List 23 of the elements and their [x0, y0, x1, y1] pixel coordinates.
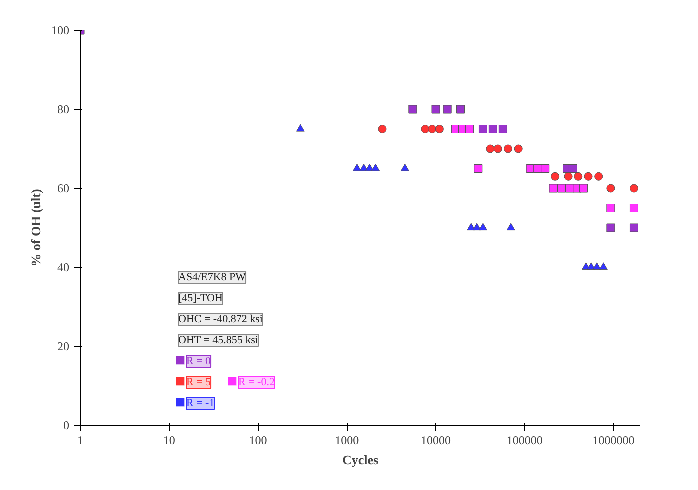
annotation: [45]-TOH: [178, 292, 223, 304]
x-tick-label: 100000: [506, 434, 543, 448]
annotation: AS4/E7K8 PW: [178, 272, 247, 284]
annotation: OHT = 45.855 ksi: [178, 334, 258, 346]
x-tick-label: 1: [78, 434, 84, 448]
y-tick-label: 20: [58, 340, 70, 354]
x-tick-label: 10: [163, 434, 176, 448]
y-tick-label: 0: [64, 418, 70, 432]
y-tick-label: 60: [58, 182, 70, 196]
x-axis-title: Cycles: [342, 452, 379, 468]
y-tick-label: 80: [58, 102, 70, 116]
y-axis-title: % of OH (ult): [28, 189, 44, 267]
x-tick-label: 10000: [420, 434, 451, 448]
y-tick-label: 40: [58, 260, 70, 274]
y-tick-label: 100: [52, 24, 70, 38]
annotation: OHC = -40.872 ksi: [178, 314, 263, 326]
legend-label: R = 5: [186, 376, 212, 388]
legend-label: R = 0: [186, 356, 212, 368]
x-tick-label: 1000000: [592, 434, 635, 448]
x-tick-label: 1000: [335, 434, 360, 448]
legend-label: R = -0.2: [238, 376, 275, 388]
x-tick-label: 100: [249, 434, 268, 448]
legend-label: R = -1: [186, 398, 215, 410]
